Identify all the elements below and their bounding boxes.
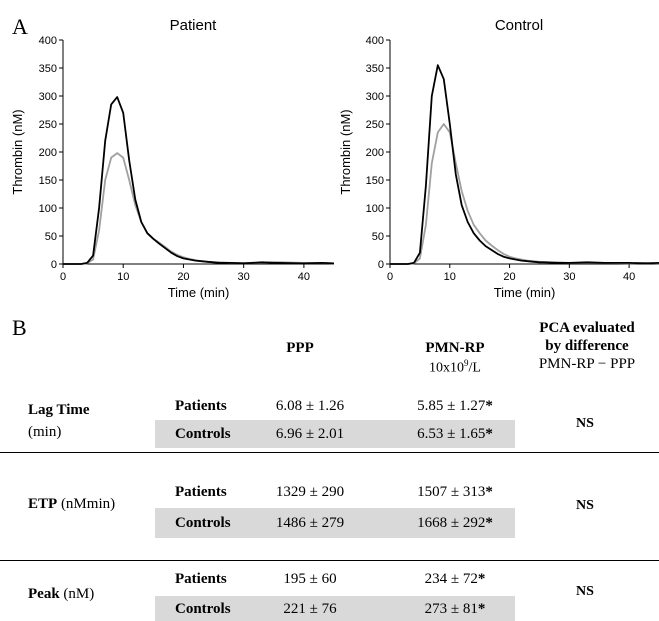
- y-tick-label: 350: [39, 63, 57, 75]
- series-line-black: [390, 64, 659, 265]
- cell-pmn: 6.53 ± 1.65*: [417, 426, 493, 442]
- cell-pmn: 234 ± 72*: [424, 571, 486, 587]
- x-tick-label: 0: [60, 271, 66, 283]
- cell-pmn: 1507 ± 313*: [417, 484, 493, 500]
- y-tick-label: 350: [366, 63, 384, 75]
- x-tick-label: 30: [563, 271, 575, 283]
- cell-pca: NS: [576, 584, 594, 599]
- y-axis-label: Thrombin (nM): [338, 109, 353, 194]
- significance-star: *: [485, 484, 493, 500]
- row-unit-lag-time: (min): [28, 424, 62, 440]
- cell-ppp: 6.08 ± 1.26: [275, 398, 345, 414]
- y-tick-label: 250: [366, 119, 384, 131]
- cell-pca: NS: [576, 498, 594, 513]
- series-line-black: [63, 96, 335, 265]
- chart-title: Patient: [170, 17, 218, 34]
- col-header-pca-3: PMN-RP − PPP: [538, 356, 636, 372]
- cell-ppp: 195 ± 60: [283, 571, 337, 587]
- panel-label-b: B: [12, 315, 27, 340]
- cell-ppp: 6.96 ± 2.01: [275, 426, 345, 442]
- x-axis-label: Time (min): [168, 285, 230, 300]
- group-patients: Patients: [175, 398, 227, 414]
- panel-label-a: A: [12, 14, 28, 39]
- x-axis-label: Time (min): [494, 285, 556, 300]
- significance-star: *: [485, 426, 493, 442]
- row-label-etp: ETP (nMmin): [28, 496, 116, 512]
- y-tick-label: 50: [372, 231, 384, 243]
- y-tick-label: 50: [45, 231, 57, 243]
- group-controls: Controls: [175, 515, 231, 531]
- series-line-grey: [390, 123, 659, 265]
- row-divider: [0, 452, 659, 453]
- cell-ppp: 1329 ± 290: [275, 484, 345, 500]
- y-tick-label: 150: [39, 175, 57, 187]
- shaded-row: [155, 596, 515, 621]
- y-tick-label: 250: [39, 119, 57, 131]
- row-divider: [0, 560, 659, 561]
- significance-star: *: [477, 601, 486, 617]
- x-tick-label: 10: [117, 271, 129, 283]
- x-tick-label: 40: [623, 271, 635, 283]
- x-tick-label: 20: [503, 271, 515, 283]
- group-patients: Patients: [175, 571, 227, 587]
- col-header-pmn-unit: 10x109/L: [429, 358, 481, 376]
- y-tick-label: 0: [378, 259, 384, 271]
- series-line-grey: [63, 152, 335, 265]
- col-header-pca-2: by difference: [545, 338, 629, 354]
- row-label-lag-time: Lag Time: [28, 402, 90, 418]
- significance-star: *: [485, 398, 493, 414]
- cell-pmn: 5.85 ± 1.27*: [417, 398, 493, 414]
- x-tick-label: 40: [298, 271, 310, 283]
- cell-ppp: 221 ± 76: [283, 601, 337, 617]
- y-tick-label: 400: [366, 35, 384, 47]
- y-tick-label: 100: [366, 203, 384, 215]
- y-tick-label: 100: [39, 203, 57, 215]
- y-tick-label: 150: [366, 175, 384, 187]
- chart-title: Control: [495, 17, 543, 34]
- cell-pca: NS: [576, 416, 594, 431]
- col-header-pmn-rp: PMN-RP: [425, 340, 485, 356]
- y-tick-label: 400: [39, 35, 57, 47]
- significance-star: *: [477, 571, 486, 587]
- shaded-row: [155, 420, 515, 448]
- y-tick-label: 0: [51, 259, 57, 271]
- cell-pmn: 1668 ± 292*: [417, 515, 493, 531]
- y-tick-label: 300: [39, 91, 57, 103]
- significance-star: *: [485, 515, 493, 531]
- x-tick-label: 10: [444, 271, 456, 283]
- row-label-peak: Peak (nM): [28, 586, 95, 602]
- x-tick-label: 30: [238, 271, 250, 283]
- group-controls: Controls: [175, 601, 231, 617]
- group-patients: Patients: [175, 484, 227, 500]
- group-controls: Controls: [175, 426, 231, 442]
- y-tick-label: 200: [39, 147, 57, 159]
- col-header-ppp: PPP: [286, 340, 314, 356]
- cell-pmn: 273 ± 81*: [424, 601, 486, 617]
- col-header-pca-1: PCA evaluated: [539, 320, 635, 336]
- y-axis-label: Thrombin (nM): [10, 109, 25, 194]
- shaded-row: [155, 508, 515, 538]
- y-tick-label: 200: [366, 147, 384, 159]
- x-tick-label: 20: [177, 271, 189, 283]
- cell-ppp: 1486 ± 279: [275, 515, 345, 531]
- x-tick-label: 0: [387, 271, 393, 283]
- y-tick-label: 300: [366, 91, 384, 103]
